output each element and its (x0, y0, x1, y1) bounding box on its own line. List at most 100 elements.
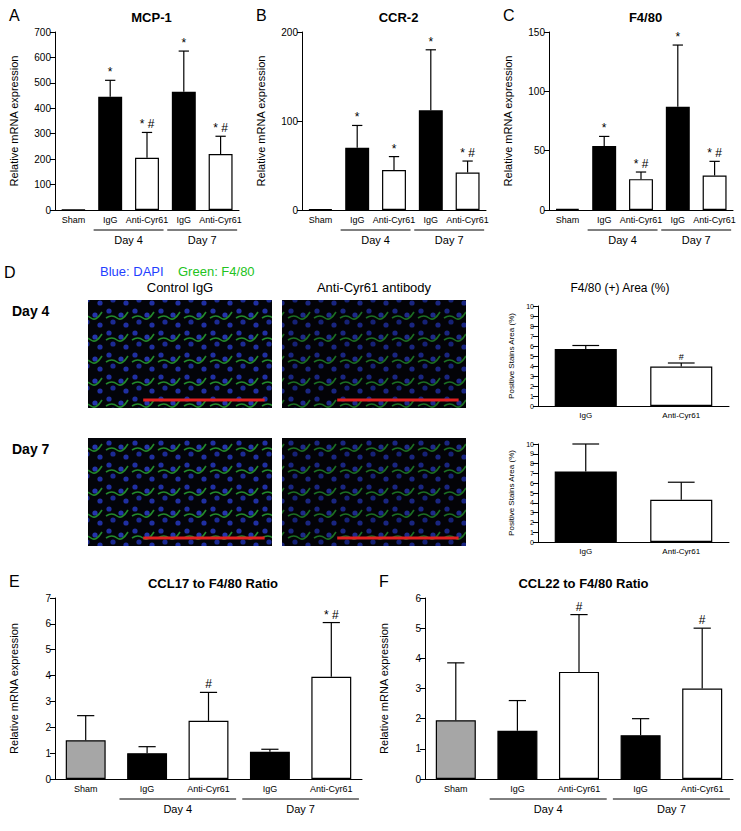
svg-text:5: 5 (45, 644, 51, 655)
svg-text:F4/80 (+) Area (%): F4/80 (+) Area (%) (570, 281, 669, 295)
svg-text:300: 300 (34, 128, 51, 139)
svg-text:Green: F4/80: Green: F4/80 (178, 264, 255, 279)
svg-text:Anti-Cyr61: Anti-Cyr61 (310, 784, 353, 794)
svg-text:D: D (4, 264, 16, 281)
svg-text:IgG: IgG (103, 215, 118, 225)
svg-text:200: 200 (281, 27, 298, 38)
svg-text:4: 4 (530, 499, 534, 506)
svg-text:7: 7 (530, 333, 534, 340)
svg-text:8: 8 (530, 323, 534, 330)
svg-text:* #: * # (213, 121, 228, 135)
svg-text:4: 4 (45, 670, 51, 681)
svg-text:Positive Stains Area (%): Positive Stains Area (%) (507, 450, 516, 536)
svg-text:200: 200 (34, 154, 51, 165)
svg-text:IgG: IgG (633, 784, 648, 794)
svg-text:Anti-Cyr61: Anti-Cyr61 (126, 215, 169, 225)
svg-text:Anti-Cyr61: Anti-Cyr61 (662, 547, 700, 556)
svg-text:Relative mRNA expression: Relative mRNA expression (8, 56, 20, 187)
svg-text:Anti-Cyr61: Anti-Cyr61 (620, 215, 663, 225)
svg-text:10: 10 (526, 441, 534, 448)
svg-text:1: 1 (530, 529, 534, 536)
svg-text:IgG: IgG (579, 411, 592, 420)
svg-text:3: 3 (530, 373, 534, 380)
svg-text:0: 0 (45, 205, 51, 216)
svg-text:MCP-1: MCP-1 (131, 10, 171, 25)
svg-text:IgG: IgG (597, 215, 612, 225)
svg-text:Control IgG: Control IgG (147, 280, 213, 295)
svg-text:Anti-Cyr61 antibody: Anti-Cyr61 antibody (317, 280, 432, 295)
svg-text:5: 5 (530, 490, 534, 497)
svg-text:150: 150 (528, 27, 545, 38)
svg-text:Sham: Sham (444, 784, 468, 794)
svg-text:Anti-Cyr61: Anti-Cyr61 (558, 784, 601, 794)
svg-text:Relative mRNA expression: Relative mRNA expression (502, 56, 514, 187)
svg-text:1: 1 (415, 743, 421, 754)
svg-text:IgG: IgG (510, 784, 525, 794)
svg-text:10: 10 (526, 303, 534, 310)
svg-text:IgG: IgG (350, 215, 365, 225)
svg-text:Day 7: Day 7 (682, 234, 711, 246)
svg-text:0: 0 (530, 403, 534, 410)
svg-text:5: 5 (530, 353, 534, 360)
svg-text:3: 3 (45, 696, 51, 707)
svg-text:Sham: Sham (74, 784, 98, 794)
svg-text:100: 100 (281, 116, 298, 127)
svg-text:* #: * # (460, 146, 475, 160)
svg-text:Anti-Cyr61: Anti-Cyr61 (681, 784, 724, 794)
svg-text:#: # (699, 613, 706, 627)
svg-text:2: 2 (530, 383, 534, 390)
svg-text:#: # (205, 677, 212, 691)
svg-text:* #: * # (634, 157, 649, 171)
svg-text:700: 700 (34, 27, 51, 38)
svg-text:Relative mRNA expression: Relative mRNA expression (378, 623, 390, 754)
svg-text:CCR-2: CCR-2 (379, 10, 419, 25)
svg-text:IgG: IgG (177, 215, 192, 225)
svg-text:Day 4: Day 4 (608, 234, 637, 246)
svg-text:*: * (675, 30, 680, 44)
svg-text:* #: * # (140, 117, 155, 131)
svg-text:Positive Stains Area (%): Positive Stains Area (%) (507, 313, 516, 399)
svg-text:4: 4 (415, 653, 421, 664)
svg-text:IgG: IgG (263, 784, 278, 794)
svg-text:* #: * # (324, 608, 339, 622)
svg-text:100: 100 (528, 86, 545, 97)
svg-text:Anti-Cyr61: Anti-Cyr61 (446, 215, 489, 225)
svg-text:Day 4: Day 4 (361, 234, 390, 246)
svg-text:0: 0 (539, 205, 545, 216)
svg-text:Relative mRNA expression: Relative mRNA expression (255, 56, 267, 187)
svg-text:7: 7 (530, 470, 534, 477)
svg-text:5: 5 (415, 623, 421, 634)
svg-text:* #: * # (707, 146, 722, 160)
svg-text:*: * (428, 35, 433, 49)
svg-text:Anti-Cyr61: Anti-Cyr61 (693, 215, 736, 225)
svg-text:Anti-Cyr61: Anti-Cyr61 (187, 784, 230, 794)
svg-text:E: E (9, 573, 20, 590)
svg-text:2: 2 (45, 722, 51, 733)
svg-text:9: 9 (530, 313, 534, 320)
svg-text:600: 600 (34, 52, 51, 63)
svg-text:Anti-Cyr61: Anti-Cyr61 (662, 411, 700, 420)
svg-text:2: 2 (530, 519, 534, 526)
svg-text:Day 4: Day 4 (163, 803, 192, 815)
svg-text:7: 7 (45, 593, 51, 604)
svg-text:F4/80: F4/80 (629, 10, 662, 25)
svg-text:F: F (379, 573, 389, 590)
svg-text:0: 0 (292, 205, 298, 216)
svg-text:#: # (576, 600, 583, 614)
svg-text:6: 6 (45, 618, 51, 629)
svg-text:Day 7: Day 7 (286, 803, 315, 815)
svg-text:Day 7: Day 7 (12, 441, 50, 457)
svg-text:IgG: IgG (424, 215, 439, 225)
svg-text:4: 4 (530, 363, 534, 370)
svg-text:Anti-Cyr61: Anti-Cyr61 (373, 215, 416, 225)
svg-text:Sham: Sham (556, 215, 580, 225)
svg-text:A: A (9, 7, 20, 24)
svg-text:400: 400 (34, 103, 51, 114)
svg-text:0: 0 (530, 539, 534, 546)
svg-text:8: 8 (530, 460, 534, 467)
svg-text:Sham: Sham (309, 215, 333, 225)
svg-text:C: C (503, 7, 515, 24)
svg-text:0: 0 (415, 774, 421, 785)
svg-text:3: 3 (530, 509, 534, 516)
svg-text:Day 4: Day 4 (534, 803, 563, 815)
